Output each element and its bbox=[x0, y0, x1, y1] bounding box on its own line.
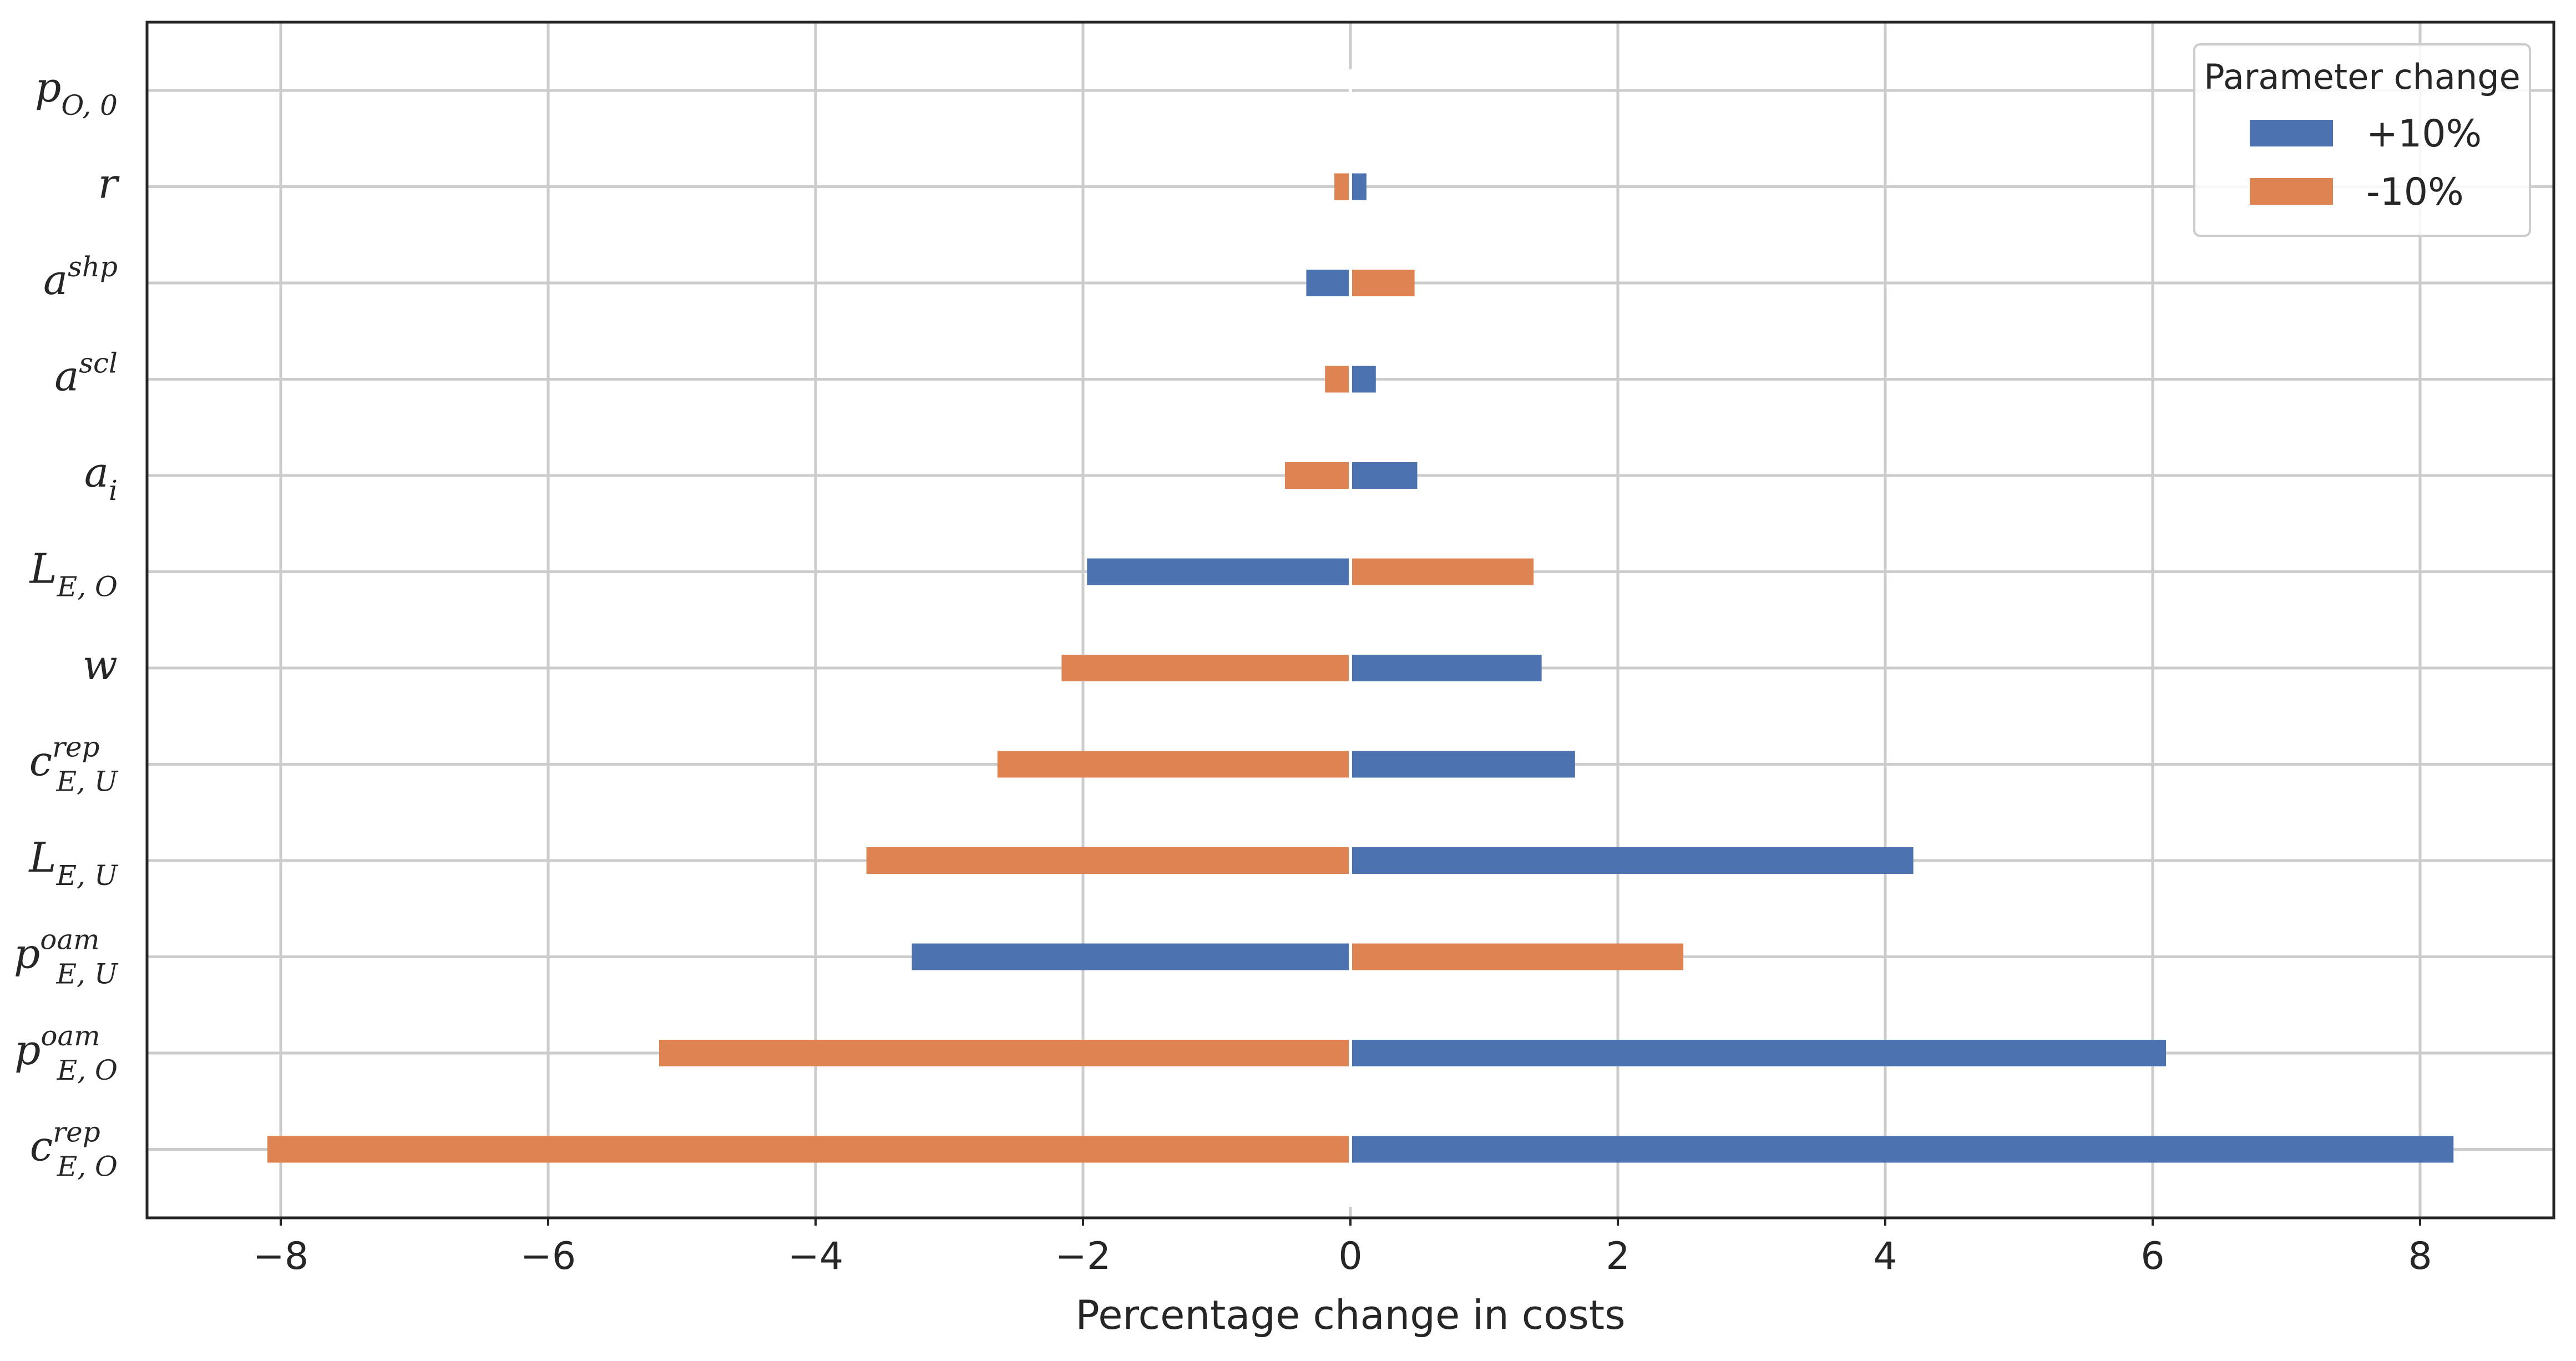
bar bbox=[267, 1136, 1350, 1163]
y-tick-label: ai bbox=[84, 449, 118, 507]
y-tick-label: ashp bbox=[43, 251, 118, 304]
y-tick-label: LE, O bbox=[29, 545, 118, 603]
x-tick-label: −4 bbox=[788, 1234, 843, 1278]
bar bbox=[1350, 1040, 2167, 1066]
y-tick-label: crep E, O bbox=[30, 1116, 118, 1183]
x-tick-label: 0 bbox=[1338, 1234, 1362, 1278]
bar bbox=[1350, 173, 1367, 200]
bar bbox=[866, 847, 1350, 874]
legend-title: Parameter change bbox=[2204, 57, 2520, 97]
bar bbox=[1350, 655, 1542, 681]
bar bbox=[997, 751, 1350, 778]
bar bbox=[1350, 462, 1418, 489]
y-tick-label: poam E, O bbox=[14, 1020, 118, 1086]
bar bbox=[1061, 655, 1350, 681]
bar bbox=[1350, 1136, 2454, 1163]
x-tick-label: 4 bbox=[1873, 1234, 1897, 1278]
bar bbox=[1350, 558, 1534, 585]
y-tick-label: ascl bbox=[54, 347, 118, 401]
legend-label: -10% bbox=[2366, 170, 2464, 214]
x-tick-label: 8 bbox=[2408, 1234, 2432, 1278]
bar bbox=[1350, 751, 1575, 778]
y-tick-label: r bbox=[98, 160, 120, 208]
x-axis-label: Percentage change in costs bbox=[1075, 1292, 1625, 1338]
x-tick-label: −6 bbox=[520, 1234, 576, 1278]
bar bbox=[1306, 270, 1350, 296]
legend-swatch bbox=[2250, 120, 2333, 146]
bar bbox=[1087, 558, 1350, 585]
y-tick-label: w bbox=[83, 641, 118, 689]
legend-items: +10% -10% bbox=[2250, 112, 2482, 214]
bar bbox=[1350, 943, 1684, 970]
bar bbox=[659, 1040, 1350, 1066]
bar bbox=[912, 943, 1350, 970]
bar bbox=[1350, 847, 1914, 874]
x-tick-label: 6 bbox=[2140, 1234, 2164, 1278]
bar bbox=[1334, 173, 1350, 200]
legend-swatch bbox=[2250, 178, 2333, 205]
x-tick-label: −8 bbox=[253, 1234, 308, 1278]
bar bbox=[1284, 462, 1350, 489]
bar bbox=[1350, 366, 1376, 393]
bars bbox=[267, 77, 2454, 1163]
y-tick-label: pO, 0 bbox=[35, 64, 118, 122]
y-tick-labels: pO, 0 r ashp ascl ai LE, O w crep E, U LE, U poam E… bbox=[14, 64, 120, 1183]
y-tick-label: LE, U bbox=[28, 834, 118, 892]
legend-label: +10% bbox=[2366, 112, 2482, 156]
y-tick-label: poam E, U bbox=[14, 924, 119, 990]
y-tick-label: crep E, U bbox=[29, 731, 119, 798]
legend: Parameter change +10% -10% bbox=[2193, 43, 2531, 237]
bar bbox=[1350, 270, 1415, 296]
bar bbox=[1325, 366, 1350, 393]
x-tick-labels: −8 −6 −4 −2 0 2 4 6 8 bbox=[253, 1218, 2432, 1278]
x-tick-label: 2 bbox=[1606, 1234, 1629, 1278]
x-tick-label: −2 bbox=[1055, 1234, 1111, 1278]
